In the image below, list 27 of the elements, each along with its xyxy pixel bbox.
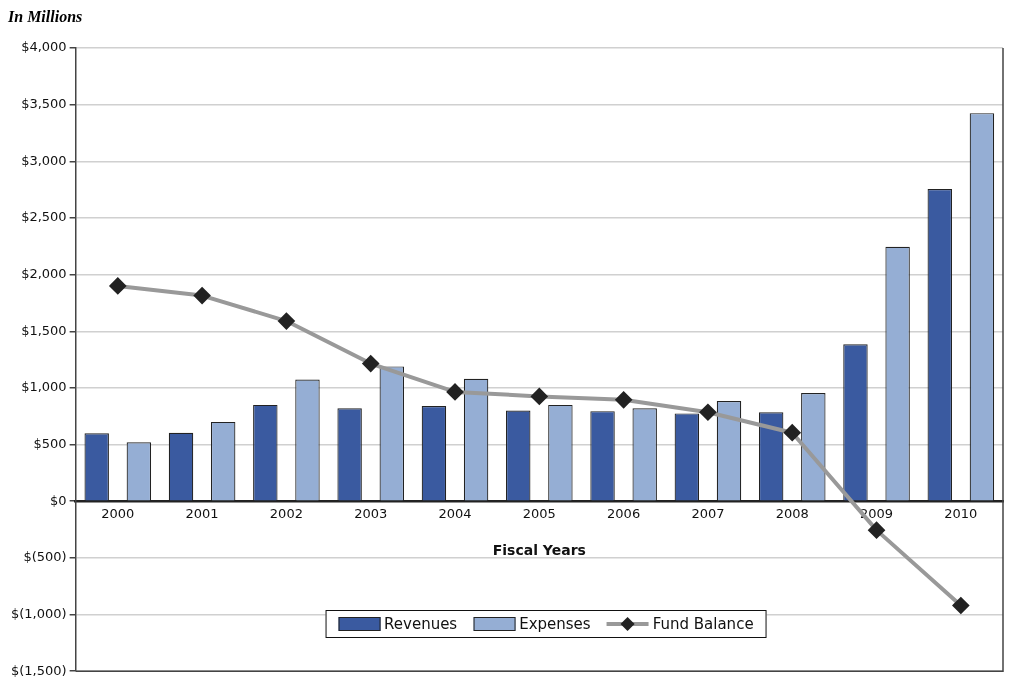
- y-tick-label: $(1,000): [10, 605, 67, 621]
- y-tick-label: $0: [50, 492, 67, 508]
- y-tick-label: $1,000: [21, 379, 67, 395]
- y-tick-label: $4,000: [21, 39, 67, 55]
- legend-label: Expenses: [519, 615, 591, 633]
- x-tick-label: 2004: [438, 506, 472, 522]
- x-tick-label: 2008: [775, 506, 809, 522]
- x-tick-label: 2007: [691, 506, 725, 522]
- y-axis-title: In Millions: [8, 8, 83, 26]
- y-tick-label: $2,000: [21, 265, 67, 281]
- x-tick-label: 2006: [607, 506, 641, 522]
- x-tick-label: 2002: [269, 506, 303, 522]
- x-tick-label: 2001: [185, 506, 219, 522]
- y-tick-label: $500: [33, 435, 67, 451]
- x-tick-label: 2003: [354, 506, 388, 522]
- y-tick-label: $1,500: [21, 322, 67, 338]
- y-tick-label: $(1,500): [10, 662, 67, 678]
- legend-label: Fund Balance: [652, 615, 754, 633]
- y-tick-label: $2,500: [21, 209, 67, 225]
- y-tick-label: $(500): [23, 549, 67, 565]
- y-tick-label: $3,500: [21, 96, 67, 112]
- legend-label: Revenues: [384, 615, 458, 633]
- x-axis-title: Fiscal Years: [492, 541, 586, 558]
- x-tick-label: 2005: [522, 506, 556, 522]
- y-tick-label: $3,000: [21, 152, 67, 168]
- x-tick-label: 2010: [944, 506, 978, 522]
- x-tick-label: 2000: [101, 506, 135, 522]
